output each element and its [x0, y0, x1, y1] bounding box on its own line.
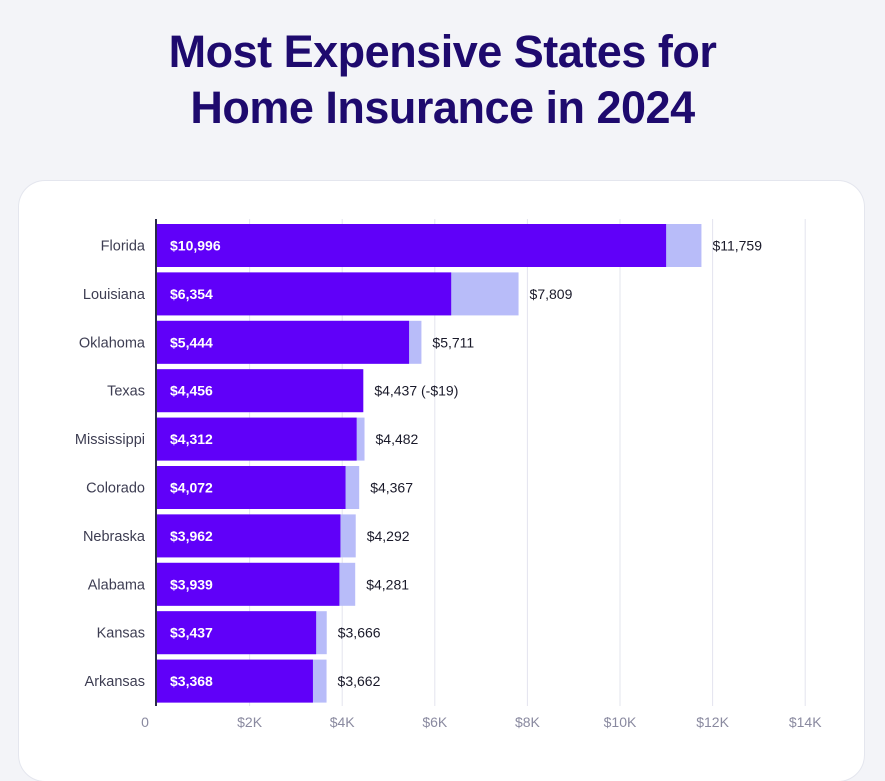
category-label: Texas	[107, 384, 145, 400]
bar-primary	[157, 369, 364, 413]
secondary-value-label: $11,759	[712, 238, 762, 254]
category-label: Oklahoma	[79, 335, 146, 351]
secondary-value-label: $4,437 (-$19)	[374, 383, 458, 399]
x-tick-label: 0	[141, 714, 149, 730]
bar-primary	[157, 659, 313, 703]
bar-value-label: $4,456	[170, 383, 213, 399]
x-tick-label: $4K	[330, 714, 356, 730]
category-label: Florida	[101, 239, 146, 255]
bar-value-label: $3,962	[170, 528, 213, 544]
bar-value-label: $3,368	[170, 673, 213, 689]
bar-value-label: $6,354	[170, 286, 213, 302]
bar-chart: Florida $10,996 $11,759 Louisiana $6,354 $7,8…	[75, 219, 822, 730]
bar-primary	[157, 224, 667, 267]
bar-primary	[157, 417, 357, 461]
x-tick-label: $8K	[515, 714, 541, 730]
category-label: Arkansas	[85, 674, 145, 690]
bar-primary	[157, 320, 410, 364]
x-tick-label: $10K	[604, 714, 637, 730]
secondary-value-label: $4,482	[376, 431, 419, 447]
category-label: Kansas	[97, 626, 145, 642]
category-label: Alabama	[88, 577, 146, 593]
bar-value-label: $3,437	[170, 625, 213, 641]
chart-card: Florida $10,996 $11,759 Louisiana $6,354 $7,8…	[19, 181, 864, 781]
category-label: Colorado	[86, 481, 145, 497]
category-label: Mississippi	[75, 432, 145, 448]
secondary-value-label: $4,292	[367, 528, 410, 544]
chart-title: Most Expensive States for Home Insurance…	[0, 24, 885, 136]
bar-primary	[157, 466, 346, 509]
x-tick-label: $12K	[696, 714, 729, 730]
bar-value-label: $10,996	[170, 238, 221, 254]
bar-primary	[157, 272, 452, 316]
bar-value-label: $5,444	[170, 334, 213, 350]
bar-primary	[157, 514, 341, 558]
bar-value-label: $3,939	[170, 576, 213, 592]
secondary-value-label: $5,711	[432, 334, 474, 350]
bar-value-label: $4,312	[170, 431, 213, 447]
bar-primary	[157, 562, 340, 606]
category-label: Nebraska	[83, 529, 146, 545]
x-tick-label: $14K	[789, 714, 822, 730]
secondary-value-label: $7,809	[530, 286, 573, 302]
secondary-value-label: $3,666	[338, 625, 381, 641]
secondary-value-label: $4,281	[366, 576, 409, 592]
chart-title-line-2: Home Insurance in 2024	[190, 82, 695, 133]
chart-title-line-1: Most Expensive States for	[168, 26, 717, 77]
bar-value-label: $4,072	[170, 480, 213, 496]
x-tick-label: $2K	[237, 714, 263, 730]
secondary-value-label: $4,367	[370, 480, 413, 496]
bar-primary	[157, 611, 317, 655]
x-tick-label: $6K	[422, 714, 448, 730]
secondary-value-label: $3,662	[338, 673, 381, 689]
category-label: Louisiana	[83, 287, 146, 303]
